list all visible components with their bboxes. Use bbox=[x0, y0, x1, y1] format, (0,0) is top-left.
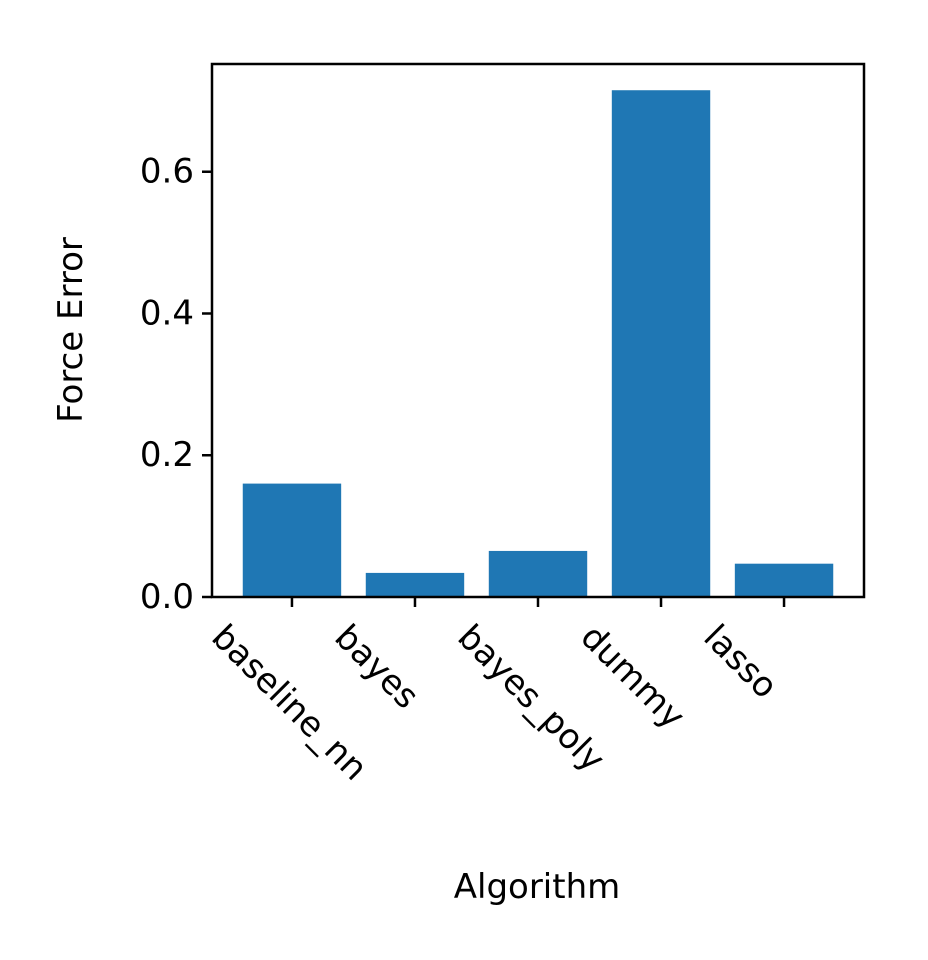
y-tick-label-0.0: 0.0 bbox=[140, 577, 194, 617]
bar-bayes bbox=[365, 572, 465, 597]
y-tick-label-0.2: 0.2 bbox=[140, 435, 194, 475]
bar-lasso bbox=[734, 563, 834, 597]
y-tick-label-0.4: 0.4 bbox=[140, 293, 194, 333]
y-axis-label: Force Error bbox=[51, 237, 91, 423]
bar-bayes_poly bbox=[488, 550, 588, 597]
bar-baseline_nn bbox=[242, 483, 342, 597]
y-tick-label-0.6: 0.6 bbox=[140, 152, 194, 192]
y-axis: 0.0 0.2 0.4 0.6 bbox=[140, 152, 212, 617]
bars-group bbox=[242, 90, 834, 597]
bar-dummy bbox=[611, 90, 711, 597]
x-axis-label: Algorithm bbox=[454, 867, 621, 907]
